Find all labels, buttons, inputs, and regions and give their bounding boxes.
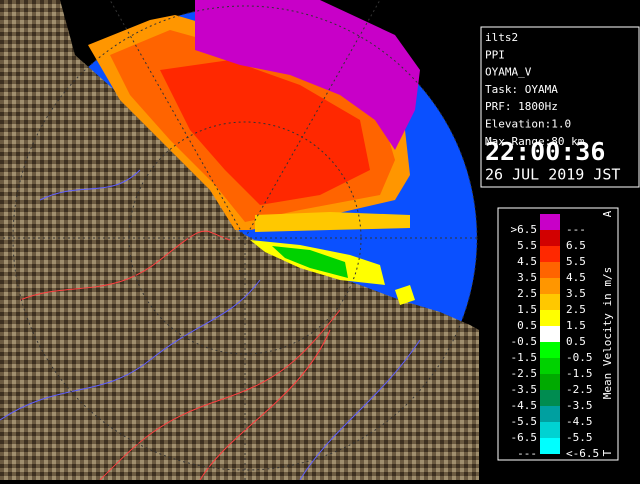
legend-swatch: [540, 214, 560, 230]
legend-left-label: 2.5: [517, 287, 537, 300]
legend-swatch: [540, 230, 560, 246]
info-line: PRF: 1800Hz: [485, 100, 558, 113]
terrain: [0, 0, 479, 480]
legend-right-label: 6.5: [566, 239, 586, 252]
echo-patch: [395, 285, 415, 305]
legend-right-label: 2.5: [566, 303, 586, 316]
legend-right-label: 3.5: [566, 287, 586, 300]
legend-swatch: [540, 342, 560, 358]
echo-green: [272, 246, 348, 278]
legend-swatch: [540, 246, 560, 262]
legend-left-label: -1.5: [511, 351, 538, 364]
legend-swatch: [540, 278, 560, 294]
legend-left-label: -2.5: [511, 367, 538, 380]
legend-bottom-mark: T: [601, 449, 614, 456]
info-text: ilts2 PPI OYAMA_V Task: OYAMA PRF: 1800Hz Ele…: [485, 31, 585, 148]
legend-left-label: >6.5: [511, 223, 538, 236]
map: [0, 0, 479, 480]
info-line: Task: OYAMA: [485, 83, 558, 96]
legend-left-label: -4.5: [511, 399, 538, 412]
legend-swatch: [540, 422, 560, 438]
legend-right-label: 4.5: [566, 271, 586, 284]
legend-right-label: <-6.5: [566, 447, 599, 460]
info-line: OYAMA_V: [485, 66, 532, 79]
legend-swatch: [540, 390, 560, 406]
legend-right-label: -4.5: [566, 415, 593, 428]
legend-right-label: 1.5: [566, 319, 586, 332]
legend-swatch: [540, 262, 560, 278]
legend-swatch: [540, 326, 560, 342]
legend-left-label: ---: [517, 447, 537, 460]
legend-swatch: [540, 358, 560, 374]
legend-left-label: 4.5: [517, 255, 537, 268]
info-line: ilts2: [485, 31, 518, 44]
info-line: Max Range:80 km: [485, 135, 585, 148]
legend-swatch: [540, 438, 560, 454]
echo-magenta: [195, 0, 420, 150]
legend-right-label: -2.5: [566, 383, 593, 396]
legend-left-label: 0.5: [517, 319, 537, 332]
legend: >6.5 --- 5.5 6.5 4.5 5.5 3.5 4.5 2.5 3.5 1.5 2.5 0.5…: [511, 214, 599, 460]
info-panel: [480, 26, 640, 188]
echo-red: [160, 60, 370, 205]
rivers: [0, 169, 421, 480]
legend-right-label: ---: [566, 223, 586, 236]
legend-swatch: [540, 294, 560, 310]
legend-left-label: 5.5: [517, 239, 537, 252]
legend-right-label: 0.5: [566, 335, 586, 348]
range-rings: [0, 0, 479, 480]
legend-title: Mean Velocity in m/s: [601, 267, 614, 399]
info-line: Elevation:1.0: [485, 118, 571, 131]
echo-band: [255, 212, 410, 232]
time: 22:00:36: [485, 137, 605, 166]
legend-right-label: -3.5: [566, 399, 593, 412]
legend-top-mark: A: [601, 210, 614, 217]
legend-swatch: [540, 310, 560, 326]
legend-left-label: -3.5: [511, 383, 538, 396]
legend-swatch: [540, 374, 560, 390]
legend-right-label: -1.5: [566, 367, 593, 380]
legend-left-label: 3.5: [517, 271, 537, 284]
info-line: PPI: [485, 48, 505, 61]
legend-right-label: -5.5: [566, 431, 593, 444]
date: 26 JUL 2019 JST: [485, 166, 620, 184]
legend-left-label: -6.5: [511, 431, 538, 444]
legend-right-label: 5.5: [566, 255, 586, 268]
legend-left-label: -5.5: [511, 415, 538, 428]
legend-left-label: 1.5: [517, 303, 537, 316]
legend-right-label: -0.5: [566, 351, 593, 364]
legend-left-label: -0.5: [511, 335, 538, 348]
legend-swatch: [540, 406, 560, 422]
